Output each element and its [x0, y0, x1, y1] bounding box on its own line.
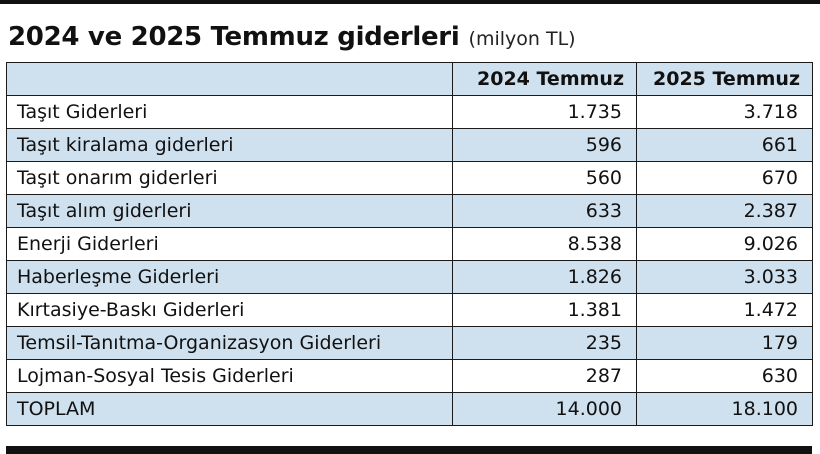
- row-label: Taşıt kiralama giderleri: [6, 128, 453, 162]
- column-header-2024: 2024 Temmuz: [452, 62, 637, 96]
- table-body: Taşıt Giderleri 1.735 3.718 Taşıt kiralama …: [6, 95, 813, 426]
- value-2025: 2.387: [636, 194, 813, 228]
- row-label: Enerji Giderleri: [6, 227, 453, 261]
- table-row: Taşıt onarım giderleri 560 670: [6, 161, 813, 195]
- value-2024: 14.000: [452, 392, 637, 426]
- value-2025: 661: [636, 128, 813, 162]
- row-label: Taşıt Giderleri: [6, 95, 453, 129]
- value-2025: 1.472: [636, 293, 813, 327]
- table-row: Lojman-Sosyal Tesis Giderleri 287 630: [6, 359, 813, 393]
- value-2024: 633: [452, 194, 637, 228]
- value-2024: 1.381: [452, 293, 637, 327]
- table-row: Temsil-Tanıtma-Organizasyon Giderleri 235…: [6, 326, 813, 360]
- column-header-2025: 2025 Temmuz: [636, 62, 813, 96]
- value-2024: 1.735: [452, 95, 637, 129]
- value-2025: 670: [636, 161, 813, 195]
- value-2025: 3.033: [636, 260, 813, 294]
- row-label: Lojman-Sosyal Tesis Giderleri: [6, 359, 453, 393]
- row-label: Taşıt alım giderleri: [6, 194, 453, 228]
- table-row: Kırtasiye-Baskı Giderleri 1.381 1.472: [6, 293, 813, 327]
- table-row: Taşıt Giderleri 1.735 3.718: [6, 95, 813, 129]
- chart-title: 2024 ve 2025 Temmuz giderleri: [8, 22, 460, 52]
- column-header-label: [6, 62, 453, 96]
- table-row: Taşıt kiralama giderleri 596 661: [6, 128, 813, 162]
- value-2025: 3.718: [636, 95, 813, 129]
- row-label: Kırtasiye-Baskı Giderleri: [6, 293, 453, 327]
- value-2025: 630: [636, 359, 813, 393]
- value-2025: 18.100: [636, 392, 813, 426]
- value-2025: 9.026: [636, 227, 813, 261]
- value-2024: 560: [452, 161, 637, 195]
- value-2024: 8.538: [452, 227, 637, 261]
- table-row: TOPLAM 14.000 18.100: [6, 392, 813, 426]
- chart-title-row: 2024 ve 2025 Temmuz giderleri (milyon TL…: [8, 22, 576, 60]
- top-rule: [0, 0, 820, 4]
- value-2024: 287: [452, 359, 637, 393]
- value-2024: 235: [452, 326, 637, 360]
- row-label: Taşıt onarım giderleri: [6, 161, 453, 195]
- row-label: Temsil-Tanıtma-Organizasyon Giderleri: [6, 326, 453, 360]
- expense-table: 2024 Temmuz 2025 Temmuz Taşıt Giderleri 1…: [6, 62, 813, 426]
- table-row: Taşıt alım giderleri 633 2.387: [6, 194, 813, 228]
- value-2024: 596: [452, 128, 637, 162]
- row-label: TOPLAM: [6, 392, 453, 426]
- value-2024: 1.826: [452, 260, 637, 294]
- row-label: Haberleşme Giderleri: [6, 260, 453, 294]
- chart-unit: (milyon TL): [468, 28, 576, 50]
- table-header-row: 2024 Temmuz 2025 Temmuz: [6, 62, 813, 96]
- bottom-rule: [6, 446, 812, 454]
- table-row: Enerji Giderleri 8.538 9.026: [6, 227, 813, 261]
- value-2025: 179: [636, 326, 813, 360]
- table-row: Haberleşme Giderleri 1.826 3.033: [6, 260, 813, 294]
